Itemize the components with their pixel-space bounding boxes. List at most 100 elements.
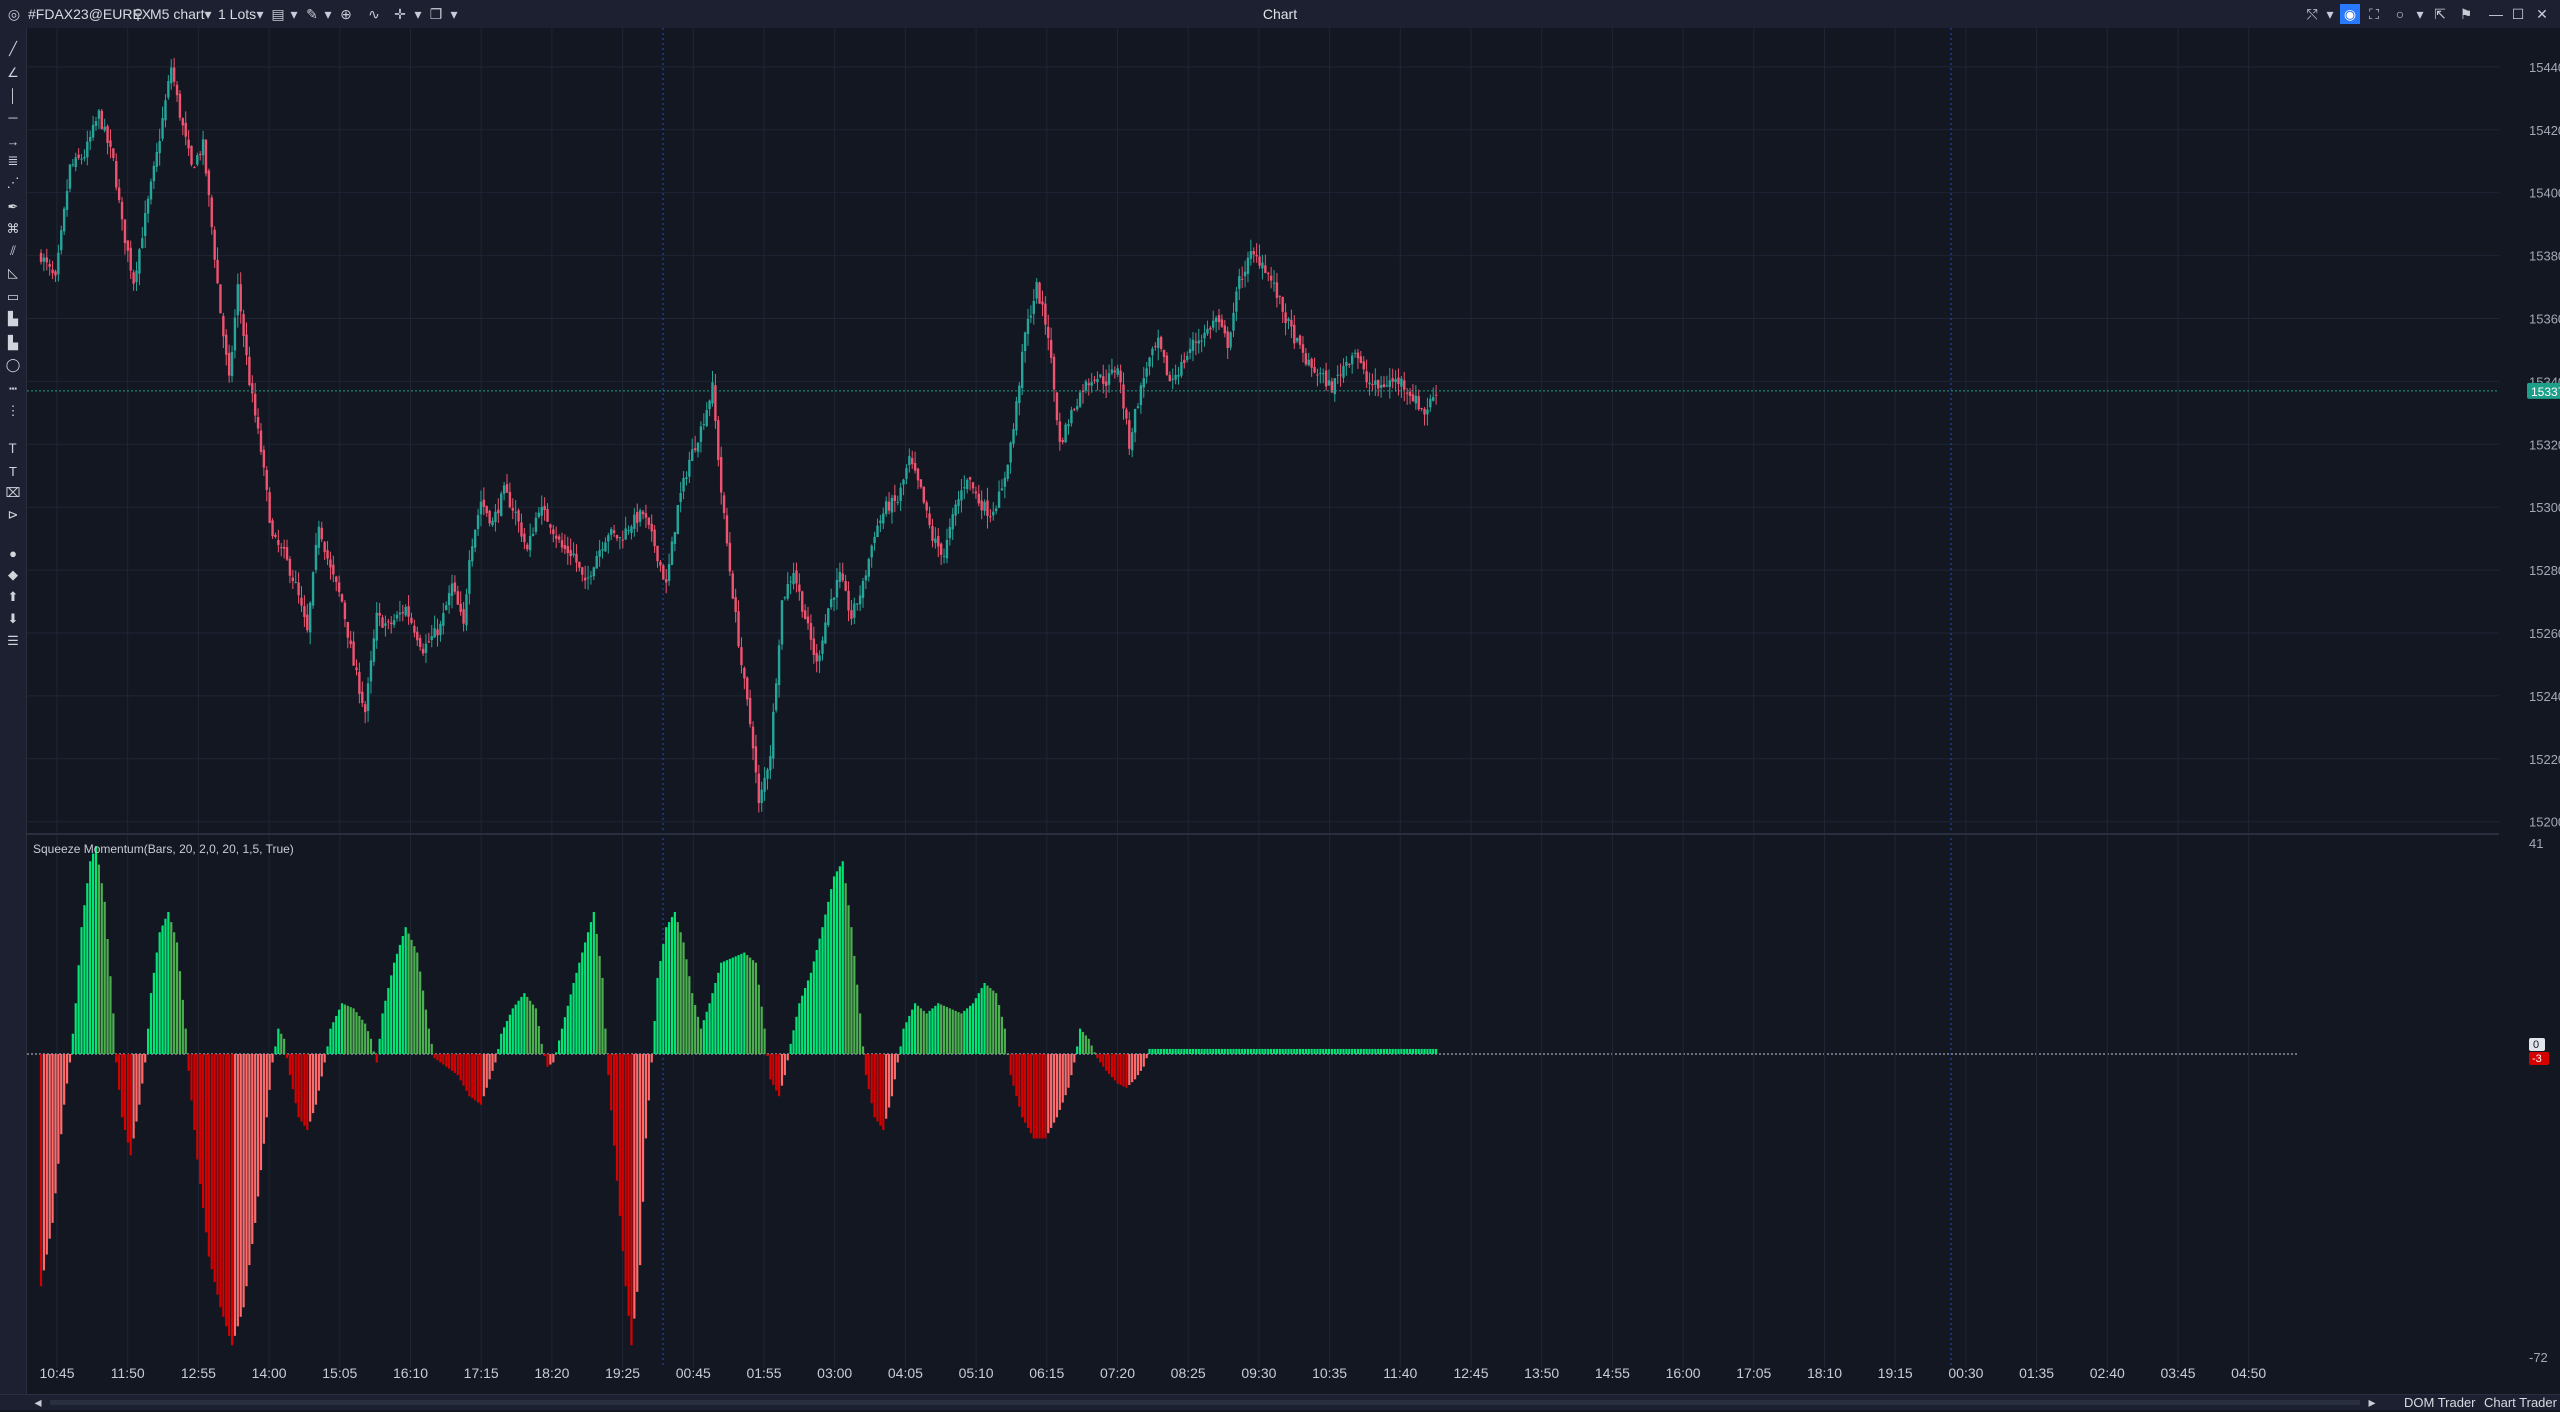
momentum-bar: [890, 1054, 894, 1097]
momentum-bar: [326, 1046, 329, 1054]
chevron-down-icon[interactable]: ▾: [2326, 5, 2334, 22]
ellipse-icon[interactable]: ◯: [5, 357, 21, 372]
momentum-bar: [1035, 1054, 1038, 1139]
bars-pattern-icon[interactable]: ▙: [8, 311, 18, 326]
pen-icon[interactable]: ✒: [7, 199, 19, 214]
candle-body: [346, 621, 350, 638]
chart-trader-tab[interactable]: Chart Trader: [2484, 1395, 2557, 1410]
arrow-up-marker-icon[interactable]: ⬆: [7, 589, 19, 604]
chevron-down-icon[interactable]: ▾: [2416, 5, 2424, 22]
link-icon[interactable]: ⤲: [2306, 5, 2318, 22]
horizontal-line-icon[interactable]: ─: [8, 109, 18, 125]
dot-marker-icon[interactable]: ●: [9, 545, 17, 561]
triangle-icon[interactable]: ◺: [8, 265, 18, 280]
templates-icon[interactable]: ❐: [429, 5, 443, 22]
momentum-bar: [557, 1040, 561, 1054]
squeeze-histogram: [39, 846, 1438, 1346]
momentum-bar: [1107, 1054, 1111, 1075]
momentum-bar: [728, 958, 731, 1054]
zoom-icon[interactable]: ⊕: [340, 5, 352, 22]
candle-body: [1327, 380, 1331, 386]
scroll-left-icon[interactable]: ◂: [34, 1393, 42, 1410]
line-tool-icon[interactable]: ╱: [9, 41, 17, 56]
brush-icon[interactable]: ⌘: [6, 221, 20, 236]
momentum-bar: [436, 1054, 439, 1061]
candle-body: [589, 575, 593, 577]
minimize-icon[interactable]: —: [2489, 6, 2503, 22]
detach-icon[interactable]: ⇱: [2434, 5, 2446, 22]
channel-icon[interactable]: ⫽: [10, 243, 16, 258]
instrument-selector[interactable]: #FDAX23@EUREX: [28, 6, 152, 22]
scrollbar-track[interactable]: [50, 1400, 2360, 1405]
momentum-value-current: -3: [2532, 1053, 2542, 1065]
momentum-bar: [404, 927, 407, 1054]
time-axis[interactable]: 10:45 11:50 12:55 14:00 15:05 16:10 17:15 18:20…: [39, 1365, 2266, 1381]
candle-body: [1087, 383, 1090, 386]
close-icon[interactable]: ✕: [2536, 5, 2548, 22]
momentum-bar: [118, 1054, 121, 1090]
current-price-badge: [2527, 382, 2560, 399]
fullscreen-icon[interactable]: ⛶: [2369, 5, 2379, 22]
momentum-bar: [309, 1054, 312, 1122]
momentum-bar: [126, 1054, 129, 1143]
momentum-bar: [503, 1027, 506, 1054]
momentum-bar: [1342, 1048, 1345, 1054]
momentum-bar: [850, 927, 853, 1054]
momentum-badge-zero: [2529, 1038, 2545, 1051]
dom-trader-tab[interactable]: DOM Trader: [2404, 1395, 2476, 1410]
momentum-bar: [763, 1028, 766, 1054]
crosshair-icon[interactable]: ✛: [394, 5, 406, 22]
chevron-down-icon[interactable]: ▾: [324, 5, 332, 22]
chevron-down-icon[interactable]: ▾: [414, 5, 422, 22]
callout-icon[interactable]: ⌧: [5, 485, 21, 500]
chevron-down-icon[interactable]: ▾: [450, 5, 458, 22]
chart-area[interactable]: 1544015420154001538015360153401532015300…: [27, 28, 2560, 1394]
scroll-right-icon[interactable]: ▸: [2368, 1393, 2376, 1410]
chart-type-icon[interactable]: ▤: [271, 5, 285, 22]
text-size-icon[interactable]: Ꭲ: [9, 441, 17, 456]
diamond-marker-icon[interactable]: ◆: [8, 567, 18, 582]
indicator-title[interactable]: Squeeze Momentum(Bars, 20, 2,0, 20, 1,5,…: [33, 842, 294, 856]
momentum-bar: [821, 927, 824, 1054]
search-icon[interactable]: ⚲: [132, 5, 144, 22]
momentum-bar: [1380, 1048, 1383, 1054]
momentum-bar: [1212, 1048, 1215, 1054]
arrow-line-icon[interactable]: →: [6, 133, 20, 149]
momentum-bar: [769, 1054, 772, 1080]
chevron-down-icon[interactable]: ▾: [256, 5, 264, 22]
dashed-line-icon[interactable]: ┅: [9, 381, 17, 396]
candle-body: [268, 492, 271, 523]
app-logo-icon[interactable]: ◎: [7, 5, 21, 22]
chevron-down-icon[interactable]: ▾: [290, 5, 298, 22]
pencil-icon[interactable]: ✎: [306, 5, 318, 22]
price-label-icon[interactable]: ⊳: [7, 507, 19, 522]
arrow-down-marker-icon[interactable]: ⬇: [7, 611, 19, 626]
circle-icon[interactable]: ○: [2395, 6, 2405, 22]
bars-pattern-alt-icon[interactable]: ▙: [8, 335, 18, 350]
fibonacci-icon[interactable]: ≣: [7, 153, 19, 168]
vertical-line-icon[interactable]: │: [8, 87, 18, 103]
momentum-bar: [627, 1054, 630, 1316]
price-axis[interactable]: 1544015420154001538015360153401532015300…: [2527, 60, 2560, 1365]
time-tick-label: 06:15: [1029, 1365, 1064, 1381]
momentum-bar: [1322, 1048, 1325, 1054]
maximize-icon[interactable]: ☐: [2511, 5, 2525, 22]
angle-tool-icon[interactable]: ∠: [7, 65, 19, 80]
momentum-bar: [448, 1054, 451, 1069]
lots-selector[interactable]: 1 Lots: [218, 6, 257, 22]
timeframe-selector[interactable]: M5 chart: [150, 6, 205, 22]
candle-body: [277, 539, 280, 545]
candle-body: [146, 198, 150, 214]
text-icon[interactable]: T: [9, 463, 17, 479]
dashed-box-icon[interactable]: ⋮: [6, 403, 20, 418]
rectangle-icon[interactable]: ▭: [6, 289, 20, 304]
dotted-line-icon[interactable]: ⋰: [6, 175, 20, 190]
indicators-icon[interactable]: ∿: [368, 5, 380, 22]
pin-icon[interactable]: ⚑: [2459, 5, 2473, 22]
camera-icon[interactable]: ◉: [2340, 4, 2360, 24]
chevron-down-icon[interactable]: ▾: [204, 5, 212, 22]
candle-body: [1426, 409, 1429, 415]
candle-body: [1052, 356, 1056, 390]
momentum-bar: [199, 1054, 202, 1184]
list-icon[interactable]: ☰: [7, 633, 19, 648]
